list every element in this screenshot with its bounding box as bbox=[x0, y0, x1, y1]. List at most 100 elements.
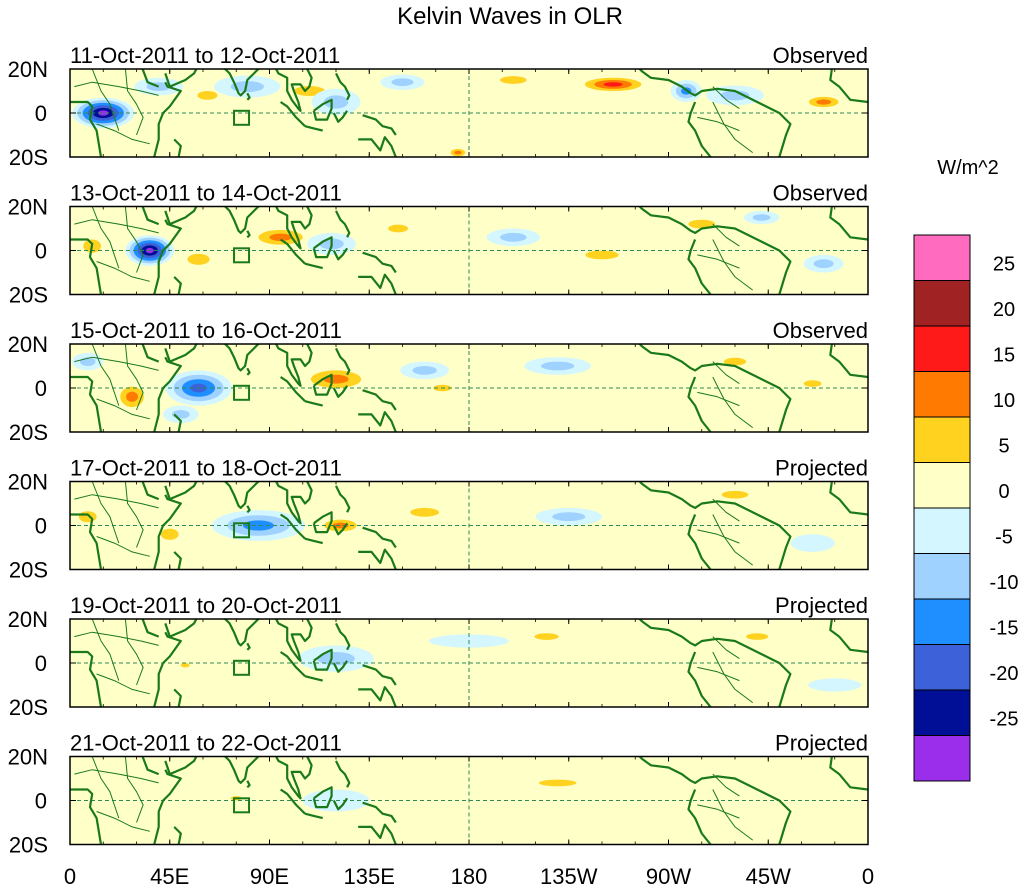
country-border bbox=[96, 673, 150, 695]
coastline bbox=[164, 756, 198, 776]
country-border bbox=[96, 398, 150, 420]
coastline bbox=[141, 344, 160, 363]
anomaly-contour bbox=[723, 357, 747, 366]
coastline bbox=[332, 660, 349, 673]
colorbar-label: 20 bbox=[993, 299, 1015, 321]
colorbar-swatch bbox=[913, 689, 971, 736]
anomaly-contour bbox=[410, 507, 440, 517]
coastline bbox=[246, 92, 251, 101]
coastline bbox=[141, 481, 160, 501]
reference-box bbox=[233, 109, 251, 126]
coastline bbox=[173, 826, 182, 845]
coastline bbox=[164, 206, 198, 226]
panel-status: Observed bbox=[773, 43, 868, 68]
coastline bbox=[141, 206, 160, 226]
x-tick-label: 90E bbox=[250, 864, 289, 887]
reference-box bbox=[233, 522, 251, 539]
country-border bbox=[96, 536, 150, 557]
coastline bbox=[687, 376, 712, 432]
panel-3: 20N 0 20S 15-Oct-2011 to 16-Oct-2011 Observe… bbox=[8, 318, 869, 445]
coastline bbox=[358, 686, 397, 707]
coastline bbox=[304, 262, 323, 270]
y-tick-label: 0 bbox=[35, 101, 47, 126]
country-border bbox=[712, 636, 740, 660]
coastline bbox=[141, 69, 160, 88]
coastline bbox=[304, 675, 323, 682]
colorbar-swatch bbox=[913, 280, 971, 327]
coastline bbox=[223, 756, 261, 784]
coastline bbox=[687, 789, 712, 845]
coastline bbox=[164, 481, 198, 501]
colorbar-label: -20 bbox=[990, 663, 1019, 685]
coastline bbox=[687, 514, 712, 570]
coastline bbox=[362, 664, 397, 686]
coastline bbox=[279, 238, 306, 265]
y-tick-label: 0 bbox=[35, 514, 47, 539]
coastline bbox=[687, 239, 712, 295]
coastline bbox=[173, 551, 182, 570]
y-tick-label: 20N bbox=[8, 195, 48, 220]
anomaly-contour bbox=[242, 520, 274, 531]
panel-6: 20N 0 20S 21-Oct-2011 to 22-Oct-2011 Project… bbox=[8, 731, 869, 858]
coastline bbox=[358, 273, 397, 295]
y-tick-label: 20N bbox=[8, 332, 48, 357]
coastline bbox=[362, 114, 397, 136]
coastlines bbox=[70, 69, 868, 157]
y-tick-label: 20S bbox=[9, 695, 48, 720]
country-border bbox=[96, 811, 150, 832]
x-tick-label: 45W bbox=[746, 864, 791, 887]
coastline bbox=[335, 622, 351, 651]
coastline bbox=[304, 400, 323, 407]
reference-box bbox=[233, 384, 251, 401]
anomaly-contour bbox=[720, 90, 750, 101]
country-border bbox=[74, 631, 159, 646]
anomaly-contour bbox=[585, 250, 619, 260]
coastline bbox=[829, 619, 868, 654]
anomaly-contour bbox=[500, 232, 527, 242]
anomaly-contour bbox=[323, 374, 349, 384]
anomaly-contour bbox=[790, 534, 835, 552]
country-border bbox=[124, 69, 144, 136]
coastlines bbox=[70, 206, 868, 295]
x-tick-label: 0 bbox=[862, 864, 874, 887]
country-border bbox=[124, 481, 144, 548]
y-tick-label: 20N bbox=[8, 607, 48, 632]
panel-date-range: 21-Oct-2011 to 22-Oct-2011 bbox=[70, 731, 342, 756]
colorbar-swatch bbox=[913, 735, 971, 782]
panel-status: Projected bbox=[775, 456, 868, 481]
coastline bbox=[173, 138, 182, 157]
anomaly-contour bbox=[534, 633, 559, 640]
colorbar-swatch bbox=[913, 462, 971, 509]
country-border bbox=[697, 391, 740, 407]
anomaly-contour bbox=[230, 81, 264, 93]
coastline bbox=[638, 344, 792, 432]
country-border bbox=[712, 376, 753, 429]
anomaly-contour bbox=[552, 512, 586, 522]
country-border bbox=[712, 789, 753, 841]
y-tick-label: 0 bbox=[35, 651, 47, 676]
panel-2: 20N 0 20S 13-Oct-2011 to 14-Oct-2011 Observe… bbox=[8, 181, 869, 308]
coastline bbox=[335, 485, 351, 513]
coastline bbox=[279, 788, 306, 815]
coastline bbox=[362, 389, 397, 411]
colorbar-swatch bbox=[913, 325, 971, 372]
coastline bbox=[70, 375, 103, 432]
anomaly-contour bbox=[98, 110, 109, 116]
coastline bbox=[279, 513, 306, 540]
coastline bbox=[223, 69, 261, 97]
anomaly-contour bbox=[391, 78, 414, 87]
colorbar-units: W/m^2 bbox=[937, 157, 999, 179]
panel-stack: 20N 0 20S 11-Oct-2011 to 12-Oct-2011 Observe… bbox=[8, 43, 869, 858]
anomaly-contour bbox=[752, 214, 771, 221]
coastlines bbox=[70, 344, 868, 432]
x-tick-label: 180 bbox=[451, 864, 488, 887]
coastline bbox=[358, 548, 397, 570]
anomaly-contour bbox=[803, 380, 822, 387]
coastline bbox=[246, 642, 251, 651]
coastline bbox=[223, 206, 261, 234]
anomaly-contour bbox=[293, 86, 325, 96]
country-border bbox=[697, 529, 740, 544]
coastline bbox=[304, 812, 323, 820]
coastline bbox=[829, 69, 868, 104]
country-border bbox=[712, 773, 740, 797]
